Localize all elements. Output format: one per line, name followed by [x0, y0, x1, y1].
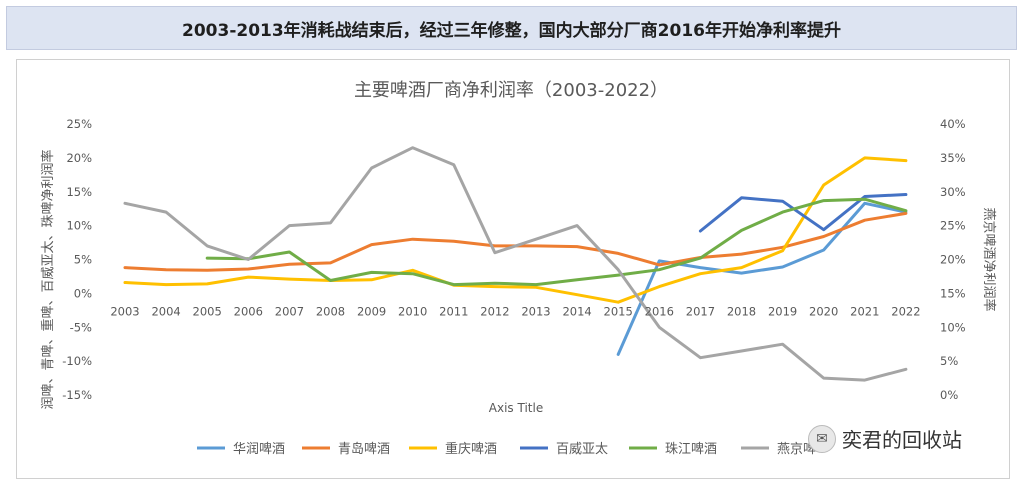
series-line-百威亚太 [698, 193, 908, 233]
right-axis-tick-label: 5% [940, 354, 958, 368]
right-axis-tick-label: 20% [940, 253, 966, 267]
legend-label: 重庆啤酒 [445, 441, 497, 457]
watermark: ✉ 奕君的回收站 [808, 424, 962, 453]
series-line-珠江啤酒 [205, 197, 908, 287]
right-axis-tick-label: 30% [940, 185, 966, 199]
legend-label: 华润啤酒 [233, 442, 285, 457]
right-axis-tick-label: 10% [940, 320, 966, 334]
x-axis-tick-label: 2020 [809, 304, 838, 318]
x-axis-tick-label: 2017 [686, 304, 715, 318]
x-axis-tick-label: 2007 [275, 304, 304, 318]
x-axis-tick-label: 2015 [604, 304, 633, 318]
x-axis-tick-label: 2003 [110, 304, 139, 318]
left-axis-tick-label: -10% [62, 354, 92, 368]
x-axis-tick-label: 2013 [521, 304, 550, 318]
series-line-重庆啤酒 [123, 156, 908, 304]
x-axis-tick-label: 2018 [727, 304, 756, 318]
chart-title: 主要啤酒厂商净利润率（2003-2022） [354, 80, 668, 101]
left-axis-title: 润啤、青啤、重啤、百威亚太、珠啤净利润率 [40, 149, 56, 409]
chart-banner-title: 2003-2013年消耗战结束后，经过三年修整，国内大部分厂商2016年开始净利… [6, 6, 1017, 50]
x-axis-tick-label: 2009 [357, 304, 386, 318]
wechat-icon: ✉ [808, 424, 836, 453]
right-axis-tick-label: 0% [940, 388, 958, 402]
x-axis-tick-label: 2004 [151, 304, 180, 318]
right-axis-tick-label: 15% [940, 286, 966, 300]
left-axis-tick-label: 20% [66, 151, 92, 165]
legend-label: 燕京啤 [777, 442, 816, 457]
right-axis-tick-label: 35% [940, 151, 966, 165]
watermark-text: 奕君的回收站 [842, 428, 962, 452]
x-axis-tick-label: 2005 [193, 304, 222, 318]
series-line-华润啤酒 [616, 201, 908, 356]
series-line-燕京啤酒 [123, 146, 908, 382]
series-layer [123, 146, 908, 382]
left-axis-tick-label: 0% [74, 286, 92, 300]
left-axis-tick-label: -15% [62, 388, 92, 402]
x-axis-tick-label: 2011 [439, 304, 468, 318]
labels-layer: 主要啤酒厂商净利润率（2003-2022） 25% 20% 15% 10% 5% 0% -5%… [40, 80, 997, 457]
right-axis-tick-label: 40% [940, 117, 966, 131]
x-axis-tick-label: 2021 [850, 304, 879, 318]
right-axis-tick-label: 25% [940, 219, 966, 233]
legend-label: 百威亚太 [556, 442, 608, 457]
left-axis-tick-label: 5% [74, 253, 92, 267]
right-axis-title: 燕京啤酒净利润率 [981, 207, 997, 311]
x-axis-tick-label: 2016 [645, 304, 674, 318]
legend-label: 青岛啤酒 [338, 441, 390, 457]
x-axis-title: Axis Title [489, 401, 543, 415]
x-axis-tick-label: 2010 [398, 304, 427, 318]
left-axis-tick-label: 25% [66, 117, 92, 131]
left-axis-tick-label: 10% [66, 219, 92, 233]
x-axis-tick-label: 2012 [480, 304, 509, 318]
legend-label: 珠江啤酒 [665, 442, 717, 457]
x-axis-tick-label: 2022 [891, 304, 920, 318]
left-axis-tick-label: 15% [66, 185, 92, 199]
x-axis-tick-label: 2006 [234, 304, 263, 318]
x-axis-tick-label: 2019 [768, 304, 797, 318]
left-axis-tick-label: -5% [70, 320, 92, 334]
x-axis-tick-label: 2014 [562, 304, 591, 318]
x-axis-tick-label: 2008 [316, 304, 345, 318]
